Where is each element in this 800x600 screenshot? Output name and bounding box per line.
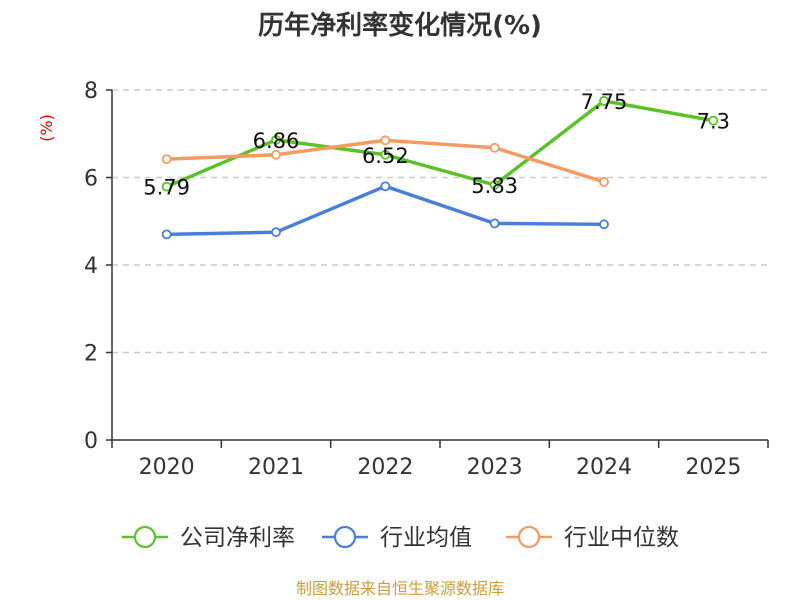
- source-note: 制图数据来自恒生聚源数据库: [296, 579, 504, 598]
- data-point-2[interactable]: [489, 142, 500, 153]
- series-line-0: [165, 99, 714, 189]
- data-point-0[interactable]: [271, 134, 281, 145]
- legend-swatch-marker: [517, 525, 541, 549]
- legend-label: 公司净利率: [180, 525, 295, 551]
- chart-title: 历年净利率变化情况(%): [258, 10, 542, 41]
- y-tick-label: 2: [84, 342, 98, 367]
- x-tick-label: 2022: [357, 455, 413, 480]
- data-label: 6.86: [253, 129, 300, 153]
- data-point-1[interactable]: [271, 227, 281, 238]
- legend-swatch-marker: [333, 525, 357, 549]
- data-point-0[interactable]: [380, 149, 391, 160]
- y-tick-label: 8: [84, 79, 98, 104]
- data-point-0[interactable]: [161, 181, 172, 192]
- legend[interactable]: 公司净利率 行业均值 行业中位数: [122, 525, 679, 551]
- legend-label: 行业中位数: [564, 525, 679, 551]
- data-point-0[interactable]: [599, 96, 609, 106]
- legend-swatch-marker: [133, 525, 157, 549]
- x-tick-label: 2024: [576, 455, 632, 480]
- legend-item-1[interactable]: 行业均值: [322, 525, 472, 551]
- data-label: 5.83: [471, 174, 518, 198]
- legend-item-0[interactable]: 公司净利率: [122, 525, 295, 551]
- data-label: 7.75: [581, 90, 628, 114]
- data-point-2[interactable]: [599, 176, 609, 187]
- y-axis-unit-label: (%): [37, 114, 56, 142]
- data-labels: 5.79 6.86 6.52 5.83 7.75 7.3: [143, 90, 730, 200]
- data-point-1[interactable]: [489, 218, 500, 229]
- x-tick-label: 2021: [248, 455, 304, 480]
- x-tick-label: 2025: [685, 455, 741, 480]
- data-label: 6.52: [362, 144, 409, 168]
- legend-label: 行业均值: [380, 525, 472, 551]
- data-label: 5.79: [143, 176, 190, 200]
- x-tick-label: 2020: [139, 455, 195, 480]
- y-tick-label: 4: [84, 254, 98, 279]
- y-tick-label: 6: [84, 167, 98, 192]
- gridlines: [112, 89, 768, 354]
- data-point-0[interactable]: [489, 180, 500, 190]
- data-point-1[interactable]: [380, 181, 391, 192]
- data-point-0[interactable]: [708, 115, 719, 126]
- series-lines: [161, 96, 719, 240]
- data-point-2[interactable]: [161, 154, 172, 165]
- axes: 0 2 4 6 8 2020 2021 2022 2023 2024 2025: [84, 79, 769, 480]
- data-point-1[interactable]: [599, 219, 609, 230]
- data-point-1[interactable]: [161, 229, 172, 240]
- series-line-1: [166, 184, 605, 237]
- x-tick-label: 2023: [467, 455, 523, 480]
- data-label: 7.3: [697, 110, 730, 134]
- data-point-2[interactable]: [271, 149, 281, 160]
- y-tick-label: 0: [84, 429, 98, 454]
- legend-item-2[interactable]: 行业中位数: [506, 525, 679, 551]
- data-point-2[interactable]: [380, 135, 391, 146]
